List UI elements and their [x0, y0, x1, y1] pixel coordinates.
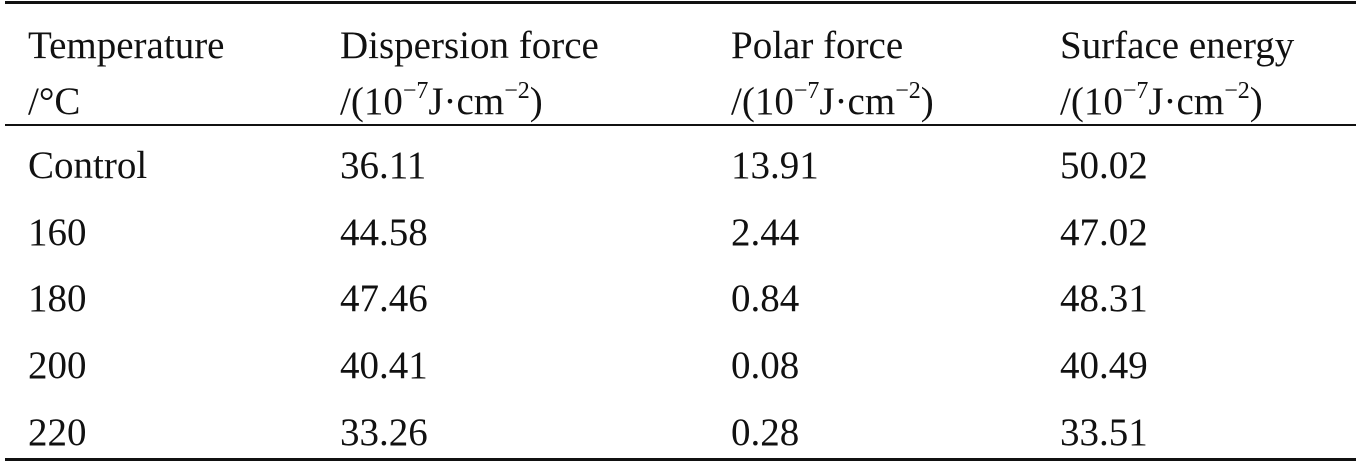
unit-part: −7	[793, 78, 820, 104]
table-cell: 0.08	[731, 344, 800, 388]
table-cell: 13.91	[731, 144, 819, 187]
header-unit: /(10−7J·cm−2)	[1060, 79, 1263, 123]
table-cell: 36.11	[340, 144, 427, 187]
table-cell: 0.84	[731, 277, 800, 321]
unit-part: −2	[504, 78, 530, 104]
table-cell: 220	[28, 410, 87, 454]
table-cell: 40.41	[340, 344, 428, 388]
unit-part: )	[920, 80, 934, 123]
header-unit: /°C	[28, 82, 80, 121]
unit-part: J·cm	[819, 80, 896, 123]
unit-part: )	[529, 80, 543, 123]
table-cell: 40.49	[1060, 344, 1148, 388]
header-label: Polar force	[731, 24, 904, 67]
header-unit: /(10−7J·cm−2)	[340, 79, 543, 123]
unit-part: −7	[1122, 78, 1149, 104]
table-cell: Control	[28, 144, 148, 187]
bottom-rule	[5, 458, 1356, 461]
table-cell: 50.02	[1060, 144, 1148, 187]
table-cell: 33.26	[340, 410, 428, 454]
table-cell: 0.28	[731, 410, 800, 454]
table-cell: 180	[28, 277, 87, 321]
header-label: Surface energy	[1060, 24, 1295, 67]
header-rule	[5, 124, 1356, 126]
unit-part: −7	[402, 78, 429, 104]
header-label: Temperature	[28, 24, 225, 67]
table-cell: 33.51	[1060, 410, 1148, 454]
unit-part: −2	[895, 78, 921, 104]
table-cell: 200	[28, 344, 87, 388]
unit-part: /(10	[1060, 80, 1123, 123]
header-label: Dispersion force	[340, 24, 599, 67]
table-cell: 2.44	[731, 210, 800, 254]
unit-part: /°C	[28, 80, 81, 123]
table-cell: 47.02	[1060, 210, 1148, 254]
unit-part: )	[1249, 80, 1263, 123]
unit-part: J·cm	[428, 80, 505, 123]
header-unit: /(10−7J·cm−2)	[731, 79, 934, 123]
table-cell: 47.46	[340, 277, 428, 321]
unit-part: /(10	[340, 80, 403, 123]
unit-part: J·cm	[1148, 80, 1225, 123]
table-cell: 160	[28, 210, 87, 254]
unit-part: /(10	[731, 80, 794, 123]
table-cell: 48.31	[1060, 277, 1148, 321]
unit-part: −2	[1224, 78, 1250, 104]
top-rule	[5, 1, 1356, 4]
table-cell: 44.58	[340, 210, 428, 254]
